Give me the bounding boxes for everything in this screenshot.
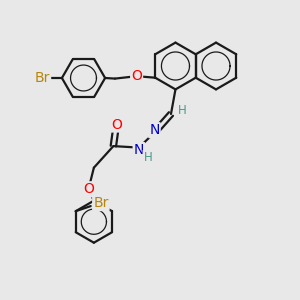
- Text: O: O: [83, 182, 94, 196]
- Text: Br: Br: [93, 196, 109, 210]
- Text: Br: Br: [35, 71, 50, 85]
- Text: O: O: [111, 118, 122, 131]
- Text: O: O: [131, 69, 142, 83]
- Text: H: H: [178, 104, 187, 117]
- Text: H: H: [143, 151, 152, 164]
- Text: N: N: [134, 143, 144, 157]
- Text: N: N: [149, 123, 160, 137]
